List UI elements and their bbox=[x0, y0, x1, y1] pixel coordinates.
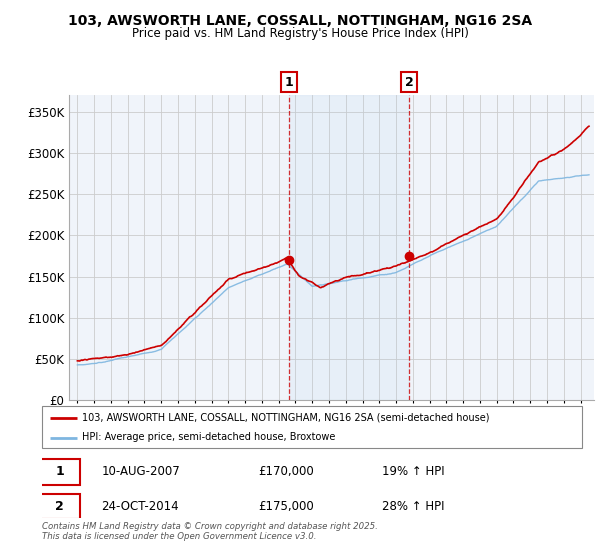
Text: Contains HM Land Registry data © Crown copyright and database right 2025.
This d: Contains HM Land Registry data © Crown c… bbox=[42, 522, 378, 542]
Text: £175,000: £175,000 bbox=[258, 500, 314, 513]
Text: £170,000: £170,000 bbox=[258, 465, 314, 478]
FancyBboxPatch shape bbox=[40, 459, 80, 484]
Text: 28% ↑ HPI: 28% ↑ HPI bbox=[382, 500, 445, 513]
Text: 103, AWSWORTH LANE, COSSALL, NOTTINGHAM, NG16 2SA: 103, AWSWORTH LANE, COSSALL, NOTTINGHAM,… bbox=[68, 14, 532, 28]
Text: 1: 1 bbox=[55, 465, 64, 478]
Text: 10-AUG-2007: 10-AUG-2007 bbox=[101, 465, 180, 478]
Text: 1: 1 bbox=[284, 76, 293, 88]
FancyBboxPatch shape bbox=[40, 493, 80, 519]
Text: 24-OCT-2014: 24-OCT-2014 bbox=[101, 500, 179, 513]
Bar bbox=[289, 95, 409, 400]
Text: 103, AWSWORTH LANE, COSSALL, NOTTINGHAM, NG16 2SA (semi-detached house): 103, AWSWORTH LANE, COSSALL, NOTTINGHAM,… bbox=[83, 413, 490, 423]
Text: Price paid vs. HM Land Registry's House Price Index (HPI): Price paid vs. HM Land Registry's House … bbox=[131, 27, 469, 40]
Text: HPI: Average price, semi-detached house, Broxtowe: HPI: Average price, semi-detached house,… bbox=[83, 432, 336, 442]
FancyBboxPatch shape bbox=[42, 406, 582, 448]
Text: 19% ↑ HPI: 19% ↑ HPI bbox=[382, 465, 445, 478]
Text: 2: 2 bbox=[55, 500, 64, 513]
Text: 2: 2 bbox=[405, 76, 414, 88]
